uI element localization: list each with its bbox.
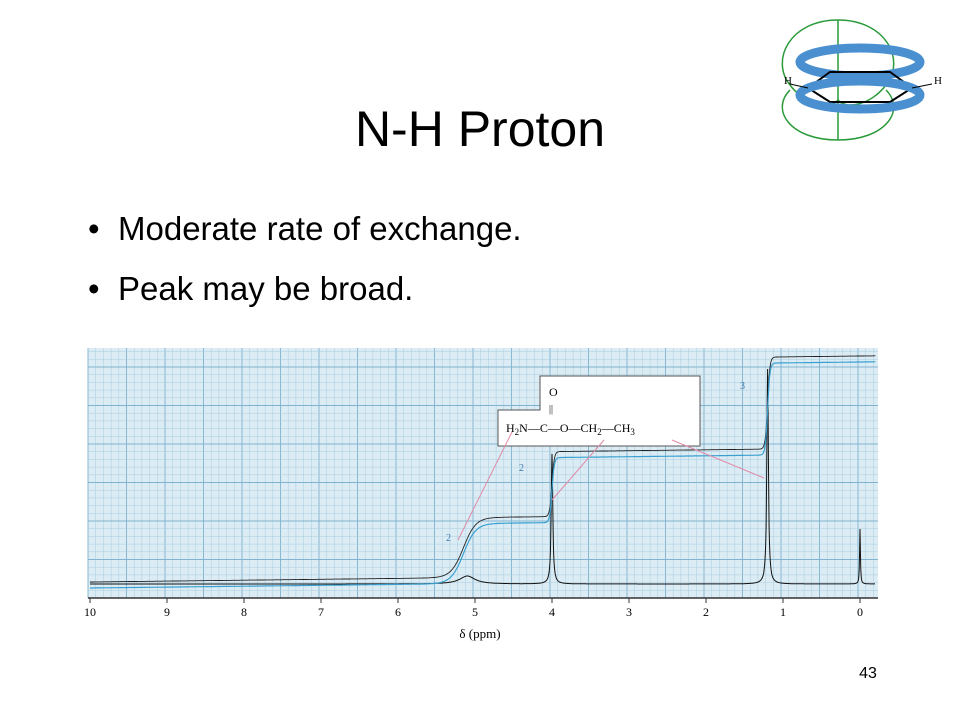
bond — [789, 83, 809, 89]
integration-label: 3 — [740, 381, 745, 392]
atom-label: H — [784, 75, 792, 87]
tick-label: 4 — [549, 605, 555, 619]
integration-trace — [90, 355, 876, 583]
axis-ticks: 10 9 8 7 6 5 4 3 2 1 0 — [84, 598, 863, 619]
integration-label: 2 — [519, 463, 524, 474]
tick-label: 7 — [318, 605, 324, 619]
tick-label: 10 — [84, 605, 96, 619]
slide-title: N-H Proton — [355, 101, 605, 157]
tick-label: 3 — [626, 605, 632, 619]
tick-label: 5 — [472, 605, 478, 619]
field-line — [837, 89, 895, 141]
tick-label: 0 — [857, 605, 863, 619]
structure-text: O — [549, 385, 558, 399]
structure-text: || — [549, 404, 553, 415]
integration-trace — [90, 361, 876, 589]
axis-label: δ (ppm) — [459, 626, 500, 641]
tick-label: 9 — [164, 605, 170, 619]
nmr-trace — [90, 368, 875, 585]
field-line — [781, 89, 839, 141]
tick-label: 2 — [703, 605, 709, 619]
spectrum-paper — [88, 348, 878, 598]
structure-frame — [497, 375, 701, 447]
spectrum-traces — [90, 355, 876, 589]
bond — [911, 83, 933, 89]
tick-label: 6 — [395, 605, 401, 619]
structure-formula: H2N—C—O—CH2—CH3 — [506, 421, 635, 437]
pointer-line — [457, 431, 513, 541]
current-loop — [795, 43, 925, 81]
bullet-dot: • — [88, 270, 100, 307]
page-number: 43 — [859, 665, 877, 682]
tick-label: 8 — [241, 605, 247, 619]
tick-label: 1 — [780, 605, 786, 619]
current-loop — [795, 76, 925, 114]
atom-label: H — [934, 75, 942, 87]
bullet-dot: • — [88, 210, 100, 247]
pointer-line — [671, 439, 765, 479]
ring-current-icon: H H — [781, 19, 942, 141]
bullet: Moderate rate of exchange. — [118, 210, 522, 247]
structure-box: O || H2N—C—O—CH2—CH3 — [457, 375, 765, 541]
bullet: Peak may be broad. — [118, 270, 413, 307]
integration-label: 2 — [446, 533, 451, 544]
pointer-line — [551, 439, 605, 501]
